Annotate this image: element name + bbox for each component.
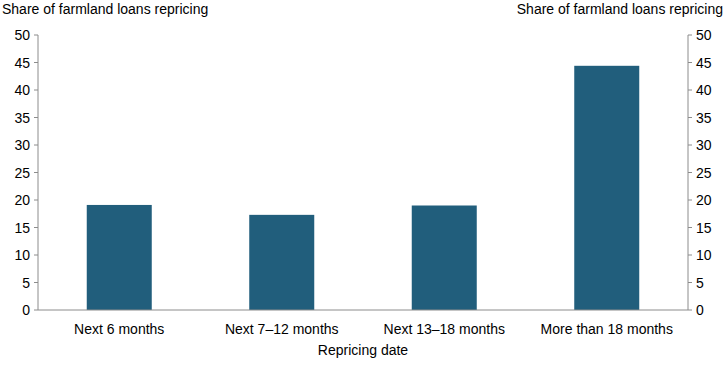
- y2-tick-label: 35: [696, 110, 712, 126]
- x-axis-line: [38, 310, 688, 311]
- y2-tick: [688, 117, 692, 118]
- y2-tick: [688, 255, 692, 256]
- y2-tick-label: 40: [696, 82, 712, 98]
- y2-tick-label: 0: [696, 302, 704, 318]
- y-tick-label: 25: [14, 165, 30, 181]
- y2-tick: [688, 200, 692, 201]
- y2-tick-label: 5: [696, 275, 704, 291]
- y-tick-label: 45: [14, 55, 30, 71]
- x-axis-title: Repricing date: [318, 342, 408, 358]
- y-tick: [34, 172, 38, 173]
- y-tick: [34, 282, 38, 283]
- y2-tick-label: 50: [696, 27, 712, 43]
- x-tick-label: Next 6 months: [74, 321, 164, 337]
- y-tick-label: 20: [14, 192, 30, 208]
- y-tick: [34, 310, 38, 311]
- y2-tick: [688, 90, 692, 91]
- y-tick: [34, 255, 38, 256]
- y2-tick: [688, 35, 692, 36]
- y2-tick: [688, 282, 692, 283]
- y-tick: [34, 117, 38, 118]
- y-tick: [34, 62, 38, 63]
- y2-tick-label: 15: [696, 220, 712, 236]
- y2-tick-label: 45: [696, 55, 712, 71]
- y-axis-title: Share of farmland loans repricing: [2, 1, 208, 17]
- y2-tick-label: 30: [696, 137, 712, 153]
- y-tick: [34, 35, 38, 36]
- bar: [249, 215, 314, 310]
- y-tick-label: 15: [14, 220, 30, 236]
- y2-axis-title: Share of farmland loans repricing: [517, 1, 723, 17]
- y2-tick: [688, 145, 692, 146]
- y-tick-label: 50: [14, 27, 30, 43]
- bar: [412, 206, 477, 311]
- y-tick-label: 0: [22, 302, 30, 318]
- bar: [574, 66, 639, 310]
- y2-tick-label: 20: [696, 192, 712, 208]
- y2-tick: [688, 172, 692, 173]
- y-tick-label: 40: [14, 82, 30, 98]
- y2-tick: [688, 227, 692, 228]
- y-tick: [34, 90, 38, 91]
- y2-tick-label: 10: [696, 247, 712, 263]
- y-tick-label: 5: [22, 275, 30, 291]
- y-tick-label: 35: [14, 110, 30, 126]
- bar: [87, 205, 152, 310]
- chart-container: 0 5 10 15 20 25 30 35 40 45 50 0 5 10 15 20 25 30 35 40 45 50…: [0, 0, 725, 372]
- y-tick-label: 30: [14, 137, 30, 153]
- x-tick-label: Next 7–12 months: [225, 321, 339, 337]
- y-tick: [34, 200, 38, 201]
- y-tick-label: 10: [14, 247, 30, 263]
- bars: [87, 66, 640, 310]
- x-tick-label: More than 18 months: [541, 321, 673, 337]
- chart: 0 5 10 15 20 25 30 35 40 45 50 0 5 10 15 20 25 30 35 40 45 50…: [0, 0, 725, 372]
- y2-tick-label: 25: [696, 165, 712, 181]
- y2-tick: [688, 310, 692, 311]
- x-tick-label: Next 13–18 months: [384, 321, 505, 337]
- y2-tick: [688, 62, 692, 63]
- y-tick: [34, 227, 38, 228]
- y-tick: [34, 145, 38, 146]
